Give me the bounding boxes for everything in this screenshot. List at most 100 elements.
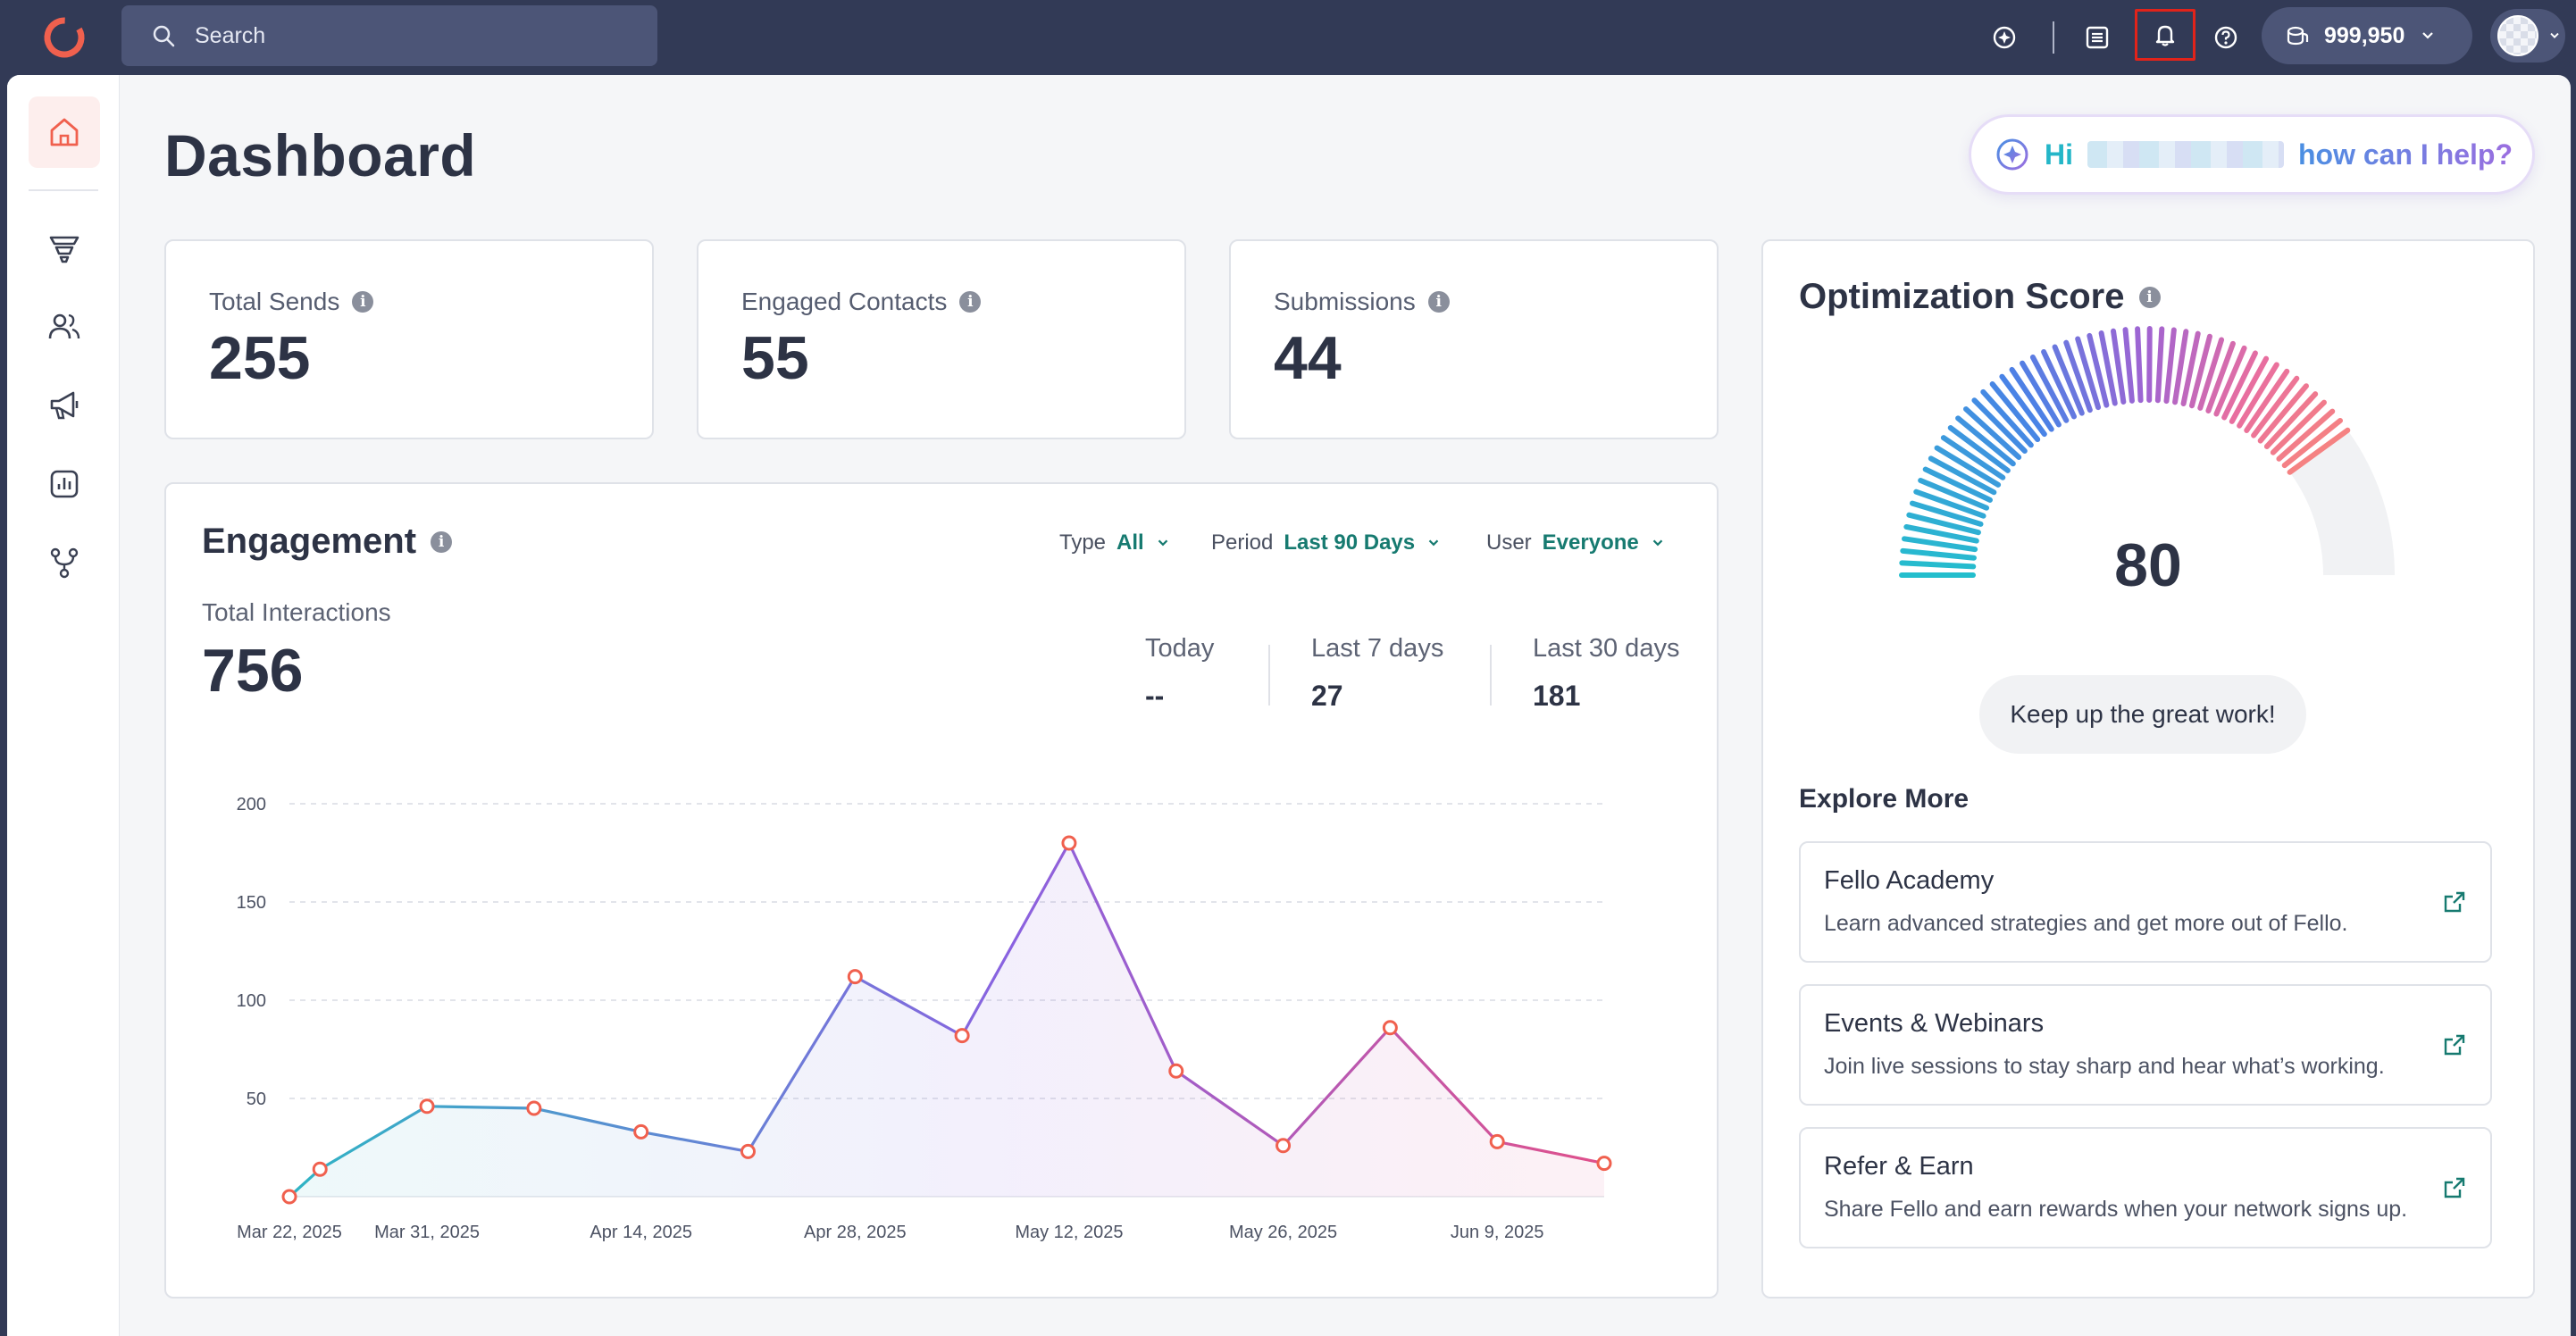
explore-link-fello-academy[interactable]: Fello Academy Learn advanced strategies … xyxy=(1799,841,2492,963)
period-today: Today -- xyxy=(1145,634,1214,713)
chart-data-point[interactable] xyxy=(740,1143,756,1159)
explore-link-title: Refer & Earn xyxy=(1824,1152,1974,1181)
sidebar-item-campaigns[interactable] xyxy=(29,370,100,441)
chevron-down-icon xyxy=(2550,32,2559,38)
engagement-line-chart: 50 100 150 200 Mar 22, 2025 Mar 31, 2025 Apr … xyxy=(237,795,1612,1242)
info-icon[interactable]: i xyxy=(2138,286,2161,308)
chart-data-point[interactable] xyxy=(312,1161,328,1177)
x-tick-label: May 12, 2025 xyxy=(1015,1223,1123,1242)
chart-data-point[interactable] xyxy=(1382,1020,1398,1036)
home-icon xyxy=(50,118,79,146)
period-value: 27 xyxy=(1311,680,1343,712)
gauge-segment xyxy=(2229,355,2270,424)
user-filter[interactable]: User Everyone xyxy=(1486,530,1666,555)
credits-dropdown[interactable]: 999,950 xyxy=(2262,7,2472,64)
optimization-card: Optimization Score i 80 Keep up the grea… xyxy=(1761,239,2535,1298)
type-filter[interactable]: Type All xyxy=(1059,530,1171,555)
explore-link-refer-earn[interactable]: Refer & Earn Share Fello and earn reward… xyxy=(1799,1127,2492,1248)
score-message-badge: Keep up the great work! xyxy=(1979,675,2306,754)
sidebar-item-analytics[interactable] xyxy=(29,448,100,520)
sidebar-item-workflows[interactable] xyxy=(29,527,100,598)
gauge-segment xyxy=(2188,333,2212,409)
explore-link-title: Events & Webinars xyxy=(1824,1009,2045,1038)
notifications-button[interactable] xyxy=(2135,9,2195,61)
gauge-segment xyxy=(2197,337,2225,411)
filter-label: Period xyxy=(1211,530,1274,555)
total-interactions-value: 756 xyxy=(202,637,304,705)
period-divider xyxy=(1268,645,1270,706)
info-icon[interactable]: i xyxy=(352,291,374,313)
total-interactions-label: Total Interactions xyxy=(202,598,391,626)
credits-value: 999,950 xyxy=(2324,22,2405,48)
help-icon xyxy=(2214,26,2237,49)
chart-data-point[interactable] xyxy=(1596,1156,1612,1172)
gauge-segment xyxy=(2281,417,2344,469)
stat-value: 44 xyxy=(1274,324,1342,392)
chart-data-point[interactable] xyxy=(526,1100,542,1116)
filter-value: All xyxy=(1117,530,1144,555)
document-list-icon xyxy=(2086,26,2109,49)
chart-data-point[interactable] xyxy=(281,1189,297,1205)
period-30-days: Last 30 days 181 xyxy=(1533,634,1679,713)
sidebar-item-funnel[interactable] xyxy=(29,213,100,284)
stat-label: Total Sends i xyxy=(209,288,374,316)
info-icon[interactable]: i xyxy=(1427,291,1450,313)
gauge-segment xyxy=(1900,547,1977,561)
coins-icon xyxy=(2287,26,2309,46)
gauge-segment xyxy=(2276,408,2336,462)
chevron-down-icon xyxy=(2422,32,2434,39)
chevron-down-icon xyxy=(1652,539,1662,547)
gauge-segment xyxy=(1971,397,2028,454)
ai-sparkle-button[interactable] xyxy=(1985,18,2024,57)
chart-data-point[interactable] xyxy=(847,969,863,985)
gauge-segment xyxy=(1909,500,1984,527)
gauge-segment xyxy=(1913,488,1986,519)
main-frame: Dashboard Hi how can I help? Total Sends… xyxy=(7,75,2571,1336)
stat-card-engaged-contacts: Engaged Contacts i 55 xyxy=(697,239,1186,439)
analytics-icon xyxy=(50,470,79,498)
gauge-segment xyxy=(2251,375,2300,438)
chart-data-point[interactable] xyxy=(1061,835,1077,851)
chevron-down-icon xyxy=(1158,539,1167,547)
stat-card-total-sends: Total Sends i 255 xyxy=(164,239,654,439)
chart-data-point[interactable] xyxy=(633,1123,649,1140)
y-tick-label: 50 xyxy=(247,1090,266,1109)
optimization-title: Optimization Score i xyxy=(1799,277,2161,317)
filter-label: User xyxy=(1486,530,1532,555)
sidebar-item-contacts[interactable] xyxy=(29,291,100,363)
chart-data-point[interactable] xyxy=(1275,1138,1292,1154)
gauge-segment xyxy=(1899,560,1977,570)
info-icon[interactable]: i xyxy=(959,291,982,313)
tasks-button[interactable] xyxy=(2078,18,2117,57)
gauge-segment xyxy=(1922,466,1993,503)
x-tick-label: May 26, 2025 xyxy=(1229,1223,1337,1242)
app-logo[interactable] xyxy=(39,13,89,63)
explore-link-desc: Learn advanced strategies and get more o… xyxy=(1824,911,2348,936)
optimization-gauge: 80 xyxy=(1899,326,2395,599)
explore-link-events-webinars[interactable]: Events & Webinars Join live sessions to … xyxy=(1799,984,2492,1106)
info-icon[interactable]: i xyxy=(431,530,453,553)
y-tick-label: 150 xyxy=(237,893,266,913)
gauge-segment xyxy=(1902,536,1978,553)
chart-data-point[interactable] xyxy=(1489,1133,1505,1149)
chart-data-point[interactable] xyxy=(419,1098,435,1115)
explore-link-desc: Share Fello and earn rewards when your n… xyxy=(1824,1197,2408,1222)
chart-data-point[interactable] xyxy=(1168,1063,1184,1079)
workflow-icon xyxy=(50,547,79,579)
gauge-segment xyxy=(2257,383,2309,444)
gauge-segment xyxy=(2163,327,2177,405)
gauge-segment xyxy=(2029,355,2070,423)
period-filter[interactable]: Period Last 90 Days xyxy=(1211,530,1442,555)
chart-data-point[interactable] xyxy=(954,1028,970,1044)
search-input[interactable]: Search xyxy=(121,5,657,66)
period-value: 181 xyxy=(1533,680,1581,712)
help-button[interactable] xyxy=(2206,18,2246,57)
gauge-segment xyxy=(2213,345,2247,417)
sidebar-item-home[interactable] xyxy=(29,96,100,168)
optimization-score-value: 80 xyxy=(2114,531,2182,599)
ai-assistant-button[interactable]: Hi how can I help? xyxy=(1969,114,2535,195)
period-7-days: Last 7 days 27 xyxy=(1311,634,1443,713)
x-tick-label: Mar 31, 2025 xyxy=(374,1223,480,1242)
user-menu[interactable] xyxy=(2490,9,2565,63)
redacted-username xyxy=(2087,141,2284,168)
